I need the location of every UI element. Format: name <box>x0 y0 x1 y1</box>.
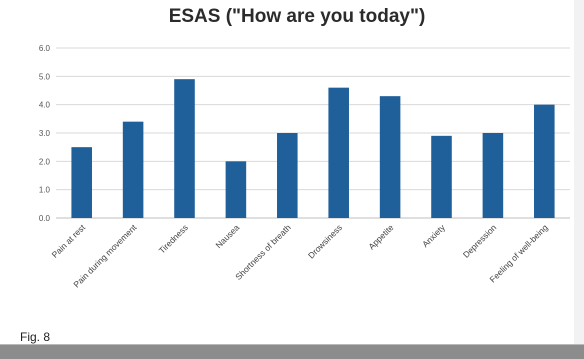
bar <box>225 161 247 218</box>
bar <box>379 96 401 218</box>
y-tick-label: 1.0 <box>39 186 51 195</box>
x-tick-label: Nausea <box>214 222 242 250</box>
bar <box>174 79 195 219</box>
chart-title: ESAS ("How are you today") <box>168 6 426 27</box>
bar-series <box>71 79 555 219</box>
y-tick-label: 0.0 <box>39 214 51 223</box>
bar <box>482 133 504 218</box>
bar <box>534 104 555 218</box>
y-tick-label: 3.0 <box>39 129 51 138</box>
x-tick-label: Drowsiness <box>306 222 344 260</box>
y-axis-ticks: 0.0 1.0 2.0 3.0 4.0 5.0 6.0 <box>39 44 51 223</box>
bar <box>328 87 349 219</box>
x-tick-label: Shortness of breath <box>233 222 293 282</box>
page-edge <box>574 0 584 344</box>
y-tick-label: 4.0 <box>39 101 51 110</box>
bar <box>122 121 144 218</box>
y-tick-label: 6.0 <box>39 44 51 53</box>
y-tick-label: 5.0 <box>39 72 51 81</box>
x-tick-label: Tiredness <box>157 222 190 255</box>
x-tick-label: Appetite <box>366 222 395 251</box>
x-tick-label: Depression <box>461 222 499 260</box>
chart-frame: ESAS ("How are you today") 0.0 1.0 2.0 3.0 4… <box>14 0 580 340</box>
bottom-bar <box>0 344 584 359</box>
figure-label: Fig. 8 <box>20 330 51 344</box>
x-tick-label: Pain at rest <box>50 222 88 260</box>
y-tick-label: 2.0 <box>39 157 51 166</box>
bar <box>431 135 452 218</box>
bar <box>277 133 298 218</box>
x-tick-label: Feeling of well-being <box>488 222 550 284</box>
bar <box>71 147 92 218</box>
x-tick-label: Anxiety <box>420 222 447 249</box>
